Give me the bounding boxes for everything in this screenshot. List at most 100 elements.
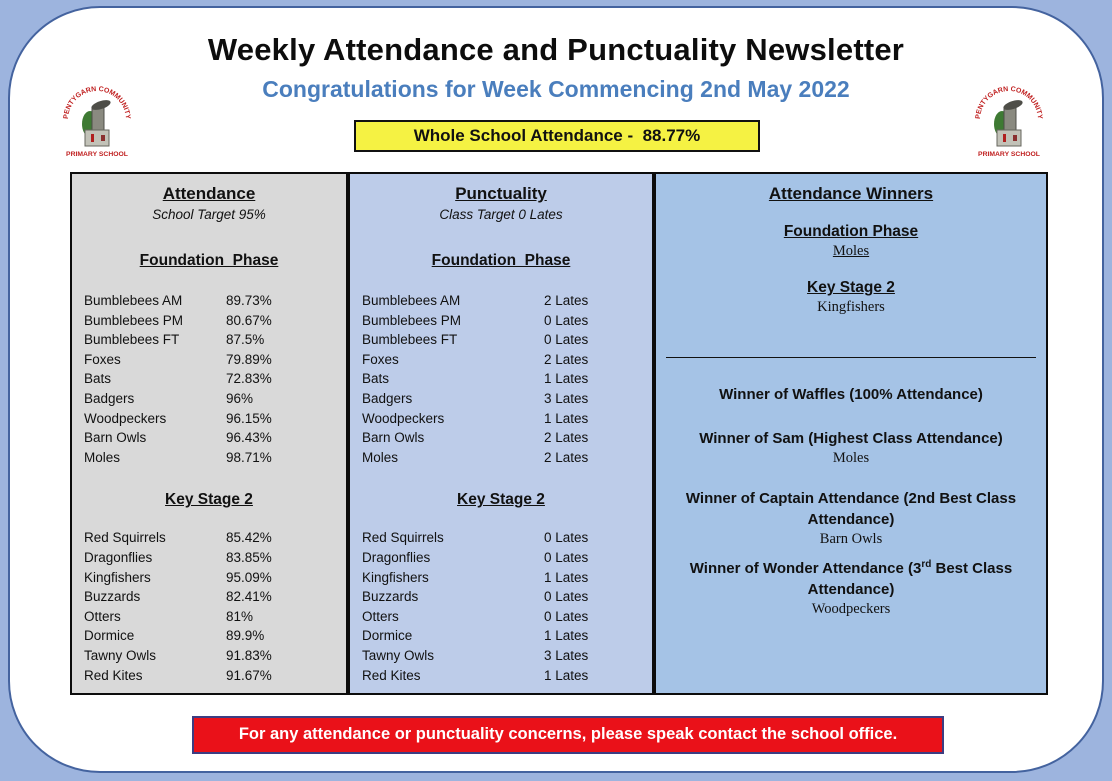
logo-tower-top	[91, 100, 111, 110]
logo-figure	[1003, 134, 1006, 142]
attendance-row: Barn Owls 96.43%	[72, 428, 346, 448]
attendance-value: 96.15%	[226, 410, 272, 426]
punctuality-row: Barn Owls 2 Lates	[350, 428, 652, 448]
award-waffles-heading: Winner of Waffles (100% Attendance)	[719, 386, 983, 403]
logo-base	[84, 129, 110, 147]
class-name: Kingfishers	[362, 569, 429, 585]
logo-figure	[91, 134, 94, 142]
attendance-value: 91.67%	[226, 667, 272, 683]
winners-ks2-winner: Kingfishers	[817, 299, 885, 315]
class-name: Barn Owls	[362, 430, 425, 446]
lates-value: 0 Lates	[544, 608, 589, 624]
attendance-row: Bumblebees AM 89.73%	[72, 291, 346, 311]
attendance-value: 96%	[226, 390, 254, 406]
class-name: Badgers	[362, 390, 413, 406]
school-logo-left: PENTYGARN COMMUNITY PRIMARY SCHOOL	[63, 86, 131, 158]
logo-tower-top	[1003, 100, 1023, 110]
logo-tower	[91, 107, 105, 133]
attendance-row: Bumblebees FT 87.5%	[72, 330, 346, 350]
lates-value: 1 Lates	[544, 371, 589, 387]
winners-separator-line	[665, 357, 1037, 358]
punctuality-row: Bats 1 Lates	[350, 369, 652, 389]
attendance-value: 89.73%	[226, 293, 272, 308]
class-name: Red Kites	[362, 667, 421, 683]
winners-column: Attendance Winners Foundation Phase Mole…	[654, 172, 1048, 695]
lates-value: 3 Lates	[544, 647, 589, 663]
attendance-row: Foxes 79.89%	[72, 350, 346, 370]
class-name: Moles	[84, 449, 121, 465]
punctuality-row: Red Squirrels 0 Lates	[350, 528, 652, 548]
class-name: Barn Owls	[84, 430, 147, 446]
class-name: Moles	[362, 449, 399, 465]
punctuality-row: Bumblebees PM 0 Lates	[350, 311, 652, 331]
class-name: Otters	[362, 608, 399, 624]
punctuality-row: Bumblebees FT 0 Lates	[350, 330, 652, 350]
punctuality-row: Tawny Owls 3 Lates	[350, 646, 652, 666]
lates-value: 1 Lates	[544, 569, 589, 585]
punctuality-row: Woodpeckers 1 Lates	[350, 409, 652, 429]
punctuality-ks2-rows: Red Squirrels 0 Lates Dragonflies 0 Late…	[350, 528, 652, 685]
logo-door	[1013, 135, 1017, 141]
lates-value: 2 Lates	[544, 430, 589, 446]
punctuality-row: Badgers 3 Lates	[350, 389, 652, 409]
class-name: Dragonflies	[84, 549, 153, 565]
lates-value: 0 Lates	[544, 332, 589, 348]
footer-notice-banner: For any attendance or punctuality concer…	[192, 716, 944, 754]
punctuality-row: Kingfishers 1 Lates	[350, 568, 652, 588]
page-subtitle: Congratulations for Week Commencing 2nd …	[262, 76, 850, 102]
award-wonder-winner: Woodpeckers	[811, 601, 891, 617]
attendance-value: 83.85%	[226, 549, 272, 565]
award-wonder-heading-post: Best Class Attendance)	[807, 560, 1013, 598]
punctuality-foundation-heading: Foundation Phase	[431, 252, 571, 269]
logo-bottom-text: PRIMARY SCHOOL	[66, 151, 128, 158]
attendance-ks2-heading: Key Stage 2	[165, 491, 253, 509]
winners-title: Attendance Winners	[768, 184, 934, 203]
attendance-target: School Target 95%	[152, 207, 266, 222]
attendance-value: 87.5%	[226, 332, 265, 348]
punctuality-foundation-rows: Bumblebees AM 2 Lates Bumblebees PM 0 La…	[350, 291, 652, 467]
attendance-value: 98.71%	[226, 449, 272, 465]
class-name: Tawny Owls	[84, 647, 157, 663]
award-wonder-heading-ordinal: rd	[921, 559, 932, 570]
class-name: Bumblebees FT	[84, 332, 180, 348]
attendance-foundation-rows: Bumblebees AM 89.73% Bumblebees PM 80.67…	[72, 291, 346, 467]
winners-foundation-winner: Moles	[832, 243, 870, 259]
page-title: Weekly Attendance and Punctuality Newsle…	[207, 32, 905, 67]
punctuality-column: Punctuality Class Target 0 Lates Foundat…	[348, 172, 654, 695]
class-name: Bumblebees FT	[362, 332, 458, 348]
attendance-row: Dragonflies 83.85%	[72, 548, 346, 568]
lates-value: 0 Lates	[544, 549, 589, 565]
lates-value: 1 Lates	[544, 410, 589, 426]
class-name: Dormice	[362, 628, 413, 644]
attendance-row: Woodpeckers 96.15%	[72, 409, 346, 429]
punctuality-row: Moles 2 Lates	[350, 448, 652, 468]
attendance-ks2-rows: Red Squirrels 85.42% Dragonflies 83.85% …	[72, 528, 346, 685]
class-name: Foxes	[84, 351, 121, 367]
attendance-value: 96.43%	[226, 430, 272, 446]
class-name: Kingfishers	[84, 569, 151, 585]
whole-school-attendance-banner: Whole School Attendance - 88.77%	[354, 120, 760, 152]
class-name: Woodpeckers	[362, 410, 445, 426]
class-name: Buzzards	[362, 589, 419, 605]
award-captain-heading: Winner of Captain Attendance (2nd Best C…	[685, 490, 1017, 528]
punctuality-title: Punctuality	[455, 184, 547, 203]
attendance-row: Buzzards 82.41%	[72, 587, 346, 607]
class-name: Buzzards	[84, 589, 141, 605]
attendance-row: Kingfishers 95.09%	[72, 568, 346, 588]
lates-value: 3 Lates	[544, 390, 589, 406]
school-logo-right: PENTYGARN COMMUNITY PRIMARY SCHOOL	[975, 86, 1043, 158]
class-name: Dormice	[84, 628, 135, 644]
attendance-row: Moles 98.71%	[72, 448, 346, 468]
attendance-row: Bats 72.83%	[72, 369, 346, 389]
attendance-foundation-heading: Foundation Phase	[139, 252, 279, 269]
newsletter-page: Weekly Attendance and Punctuality Newsle…	[8, 6, 1104, 773]
logo-base	[996, 129, 1022, 147]
punctuality-row: Dragonflies 0 Lates	[350, 548, 652, 568]
punctuality-row: Buzzards 0 Lates	[350, 587, 652, 607]
class-name: Foxes	[362, 351, 399, 367]
award-wonder-heading-pre: Winner of Wonder Attendance (3	[689, 560, 922, 577]
award-sam-winner: Moles	[832, 450, 870, 466]
attendance-value: 89.9%	[226, 628, 265, 644]
class-name: Tawny Owls	[362, 647, 435, 663]
attendance-row: Bumblebees PM 80.67%	[72, 311, 346, 331]
